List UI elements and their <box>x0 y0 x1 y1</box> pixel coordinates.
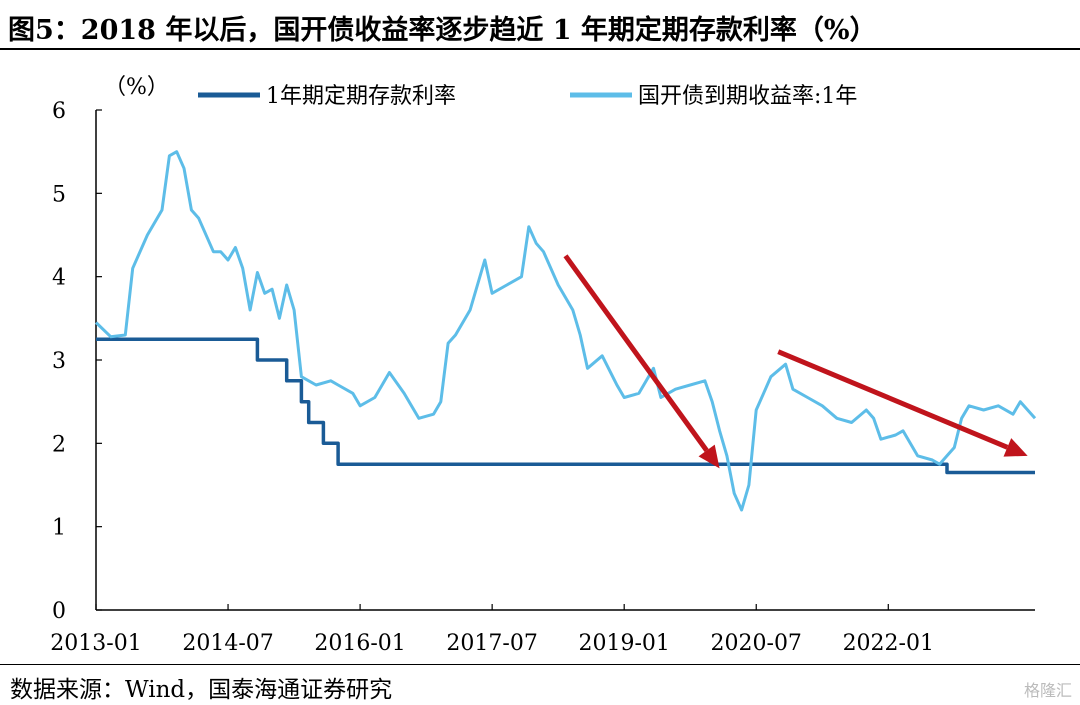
y-tick-label: 3 <box>52 349 66 374</box>
y-tick-label: 1 <box>52 516 66 541</box>
x-tick-label: 2022-01 <box>843 631 934 656</box>
series-line-cdb-yield <box>94 150 1037 512</box>
x-tick-label: 2014-07 <box>182 631 273 656</box>
trend-arrow-head <box>1003 438 1028 457</box>
watermark: 格隆汇 <box>1023 681 1072 700</box>
y-unit-label: （%） <box>104 75 169 100</box>
y-tick-label: 4 <box>52 266 66 291</box>
axes: 0 1 2 3 4 5 6 2013-01 2014-07 2016-01 2017-07 2019-… <box>50 99 1035 656</box>
legend-label-cdb-yield: 国开债到期收益率:1年 <box>638 84 857 109</box>
x-tick-label: 2019-01 <box>578 631 669 656</box>
y-tick-label: 2 <box>52 432 66 457</box>
trend-arrow-head <box>698 444 720 469</box>
x-tick-label: 2017-07 <box>446 631 537 656</box>
y-tick-label: 6 <box>52 99 66 124</box>
trend-arrow-shaft <box>777 349 1009 450</box>
bottom-rule <box>0 664 1080 665</box>
annotation-layer <box>563 254 1028 469</box>
source-note: 数据来源：Wind，国泰海通证券研究 <box>10 677 393 703</box>
legend: 1年期定期存款利率 国开债到期收益率:1年 <box>198 84 857 109</box>
y-tick-label: 0 <box>52 599 66 624</box>
trend-arrow-shaft <box>563 254 709 452</box>
figure-title: 图5：2018 年以后，国开债收益率逐步趋近 1 年期定期存款利率（%） <box>8 15 877 46</box>
x-tick-label: 2013-01 <box>50 631 141 656</box>
series-line-deposit-rate <box>96 337 1035 475</box>
x-tick-label: 2016-01 <box>314 631 405 656</box>
series-layer <box>94 150 1037 512</box>
legend-label-deposit: 1年期定期存款利率 <box>266 84 456 109</box>
y-tick-label: 5 <box>52 182 66 207</box>
x-tick-label: 2020-07 <box>711 631 802 656</box>
title-rule <box>0 48 1080 50</box>
